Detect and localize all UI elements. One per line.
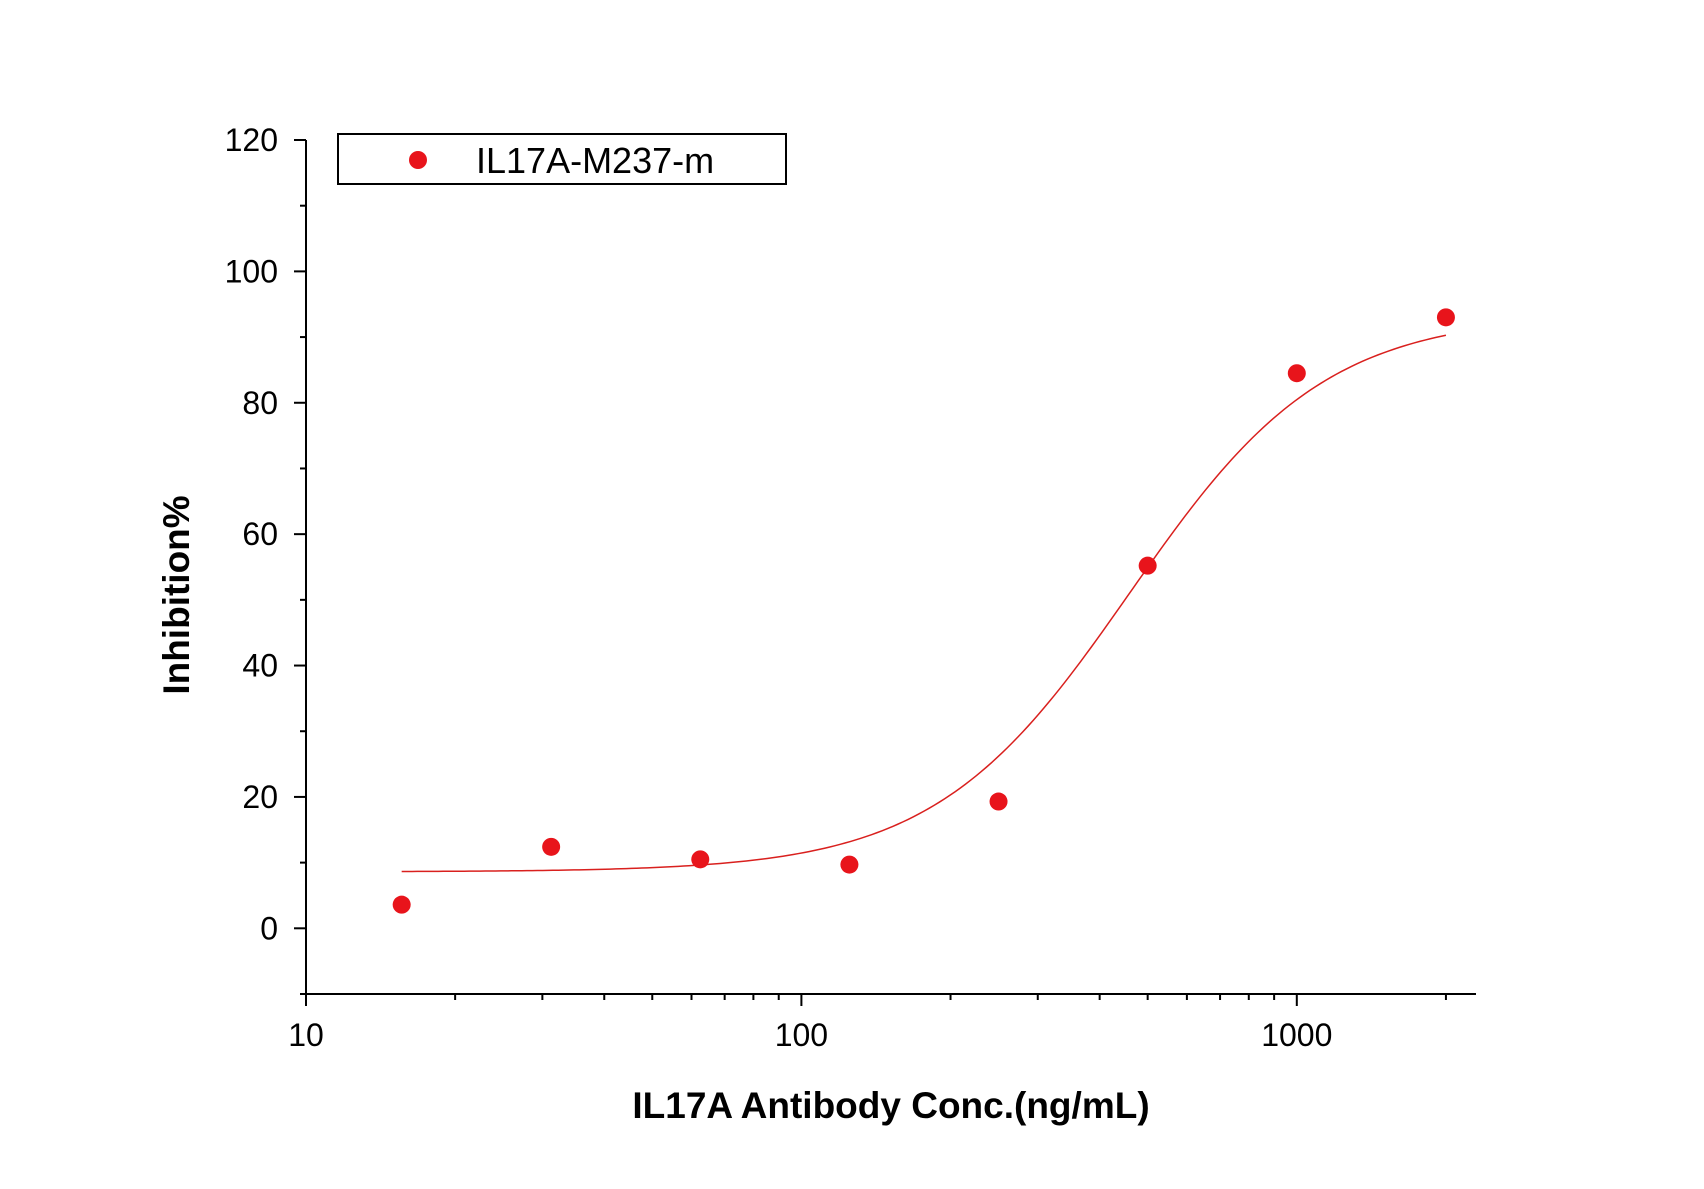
x-tick-label: 1000 (1261, 1017, 1332, 1053)
legend: IL17A-M237-m (337, 133, 787, 185)
data-points (392, 308, 1455, 914)
data-point (840, 855, 859, 874)
fit-curve (401, 334, 1447, 873)
data-point (392, 895, 411, 914)
data-point (989, 792, 1008, 811)
y-tick-label: 80 (242, 385, 278, 421)
y-ticks: 0 20 40 60 80 100 120 (225, 122, 306, 995)
data-point (1138, 556, 1157, 575)
x-tick-label: 100 (775, 1017, 828, 1053)
axes: 0 20 40 60 80 100 120 10 100 1000 (225, 122, 1476, 1053)
data-point (691, 850, 710, 869)
y-tick-label: 20 (242, 779, 278, 815)
legend-label: IL17A-M237-m (476, 140, 714, 181)
y-tick-label: 100 (225, 253, 278, 289)
y-axis-title: Inhibition% (156, 495, 197, 694)
x-axis-title: IL17A Antibody Conc.(ng/mL) (632, 1085, 1149, 1126)
data-point (1287, 364, 1306, 383)
x-tick-label: 10 (288, 1017, 324, 1053)
y-tick-label: 120 (225, 122, 278, 158)
y-tick-label: 60 (242, 516, 278, 552)
x-ticks: 10 100 1000 (288, 994, 1447, 1053)
y-tick-label: 40 (242, 648, 278, 684)
legend-marker (409, 151, 427, 169)
data-point (542, 837, 561, 856)
data-point (1436, 308, 1455, 327)
y-tick-label: 0 (260, 910, 278, 946)
